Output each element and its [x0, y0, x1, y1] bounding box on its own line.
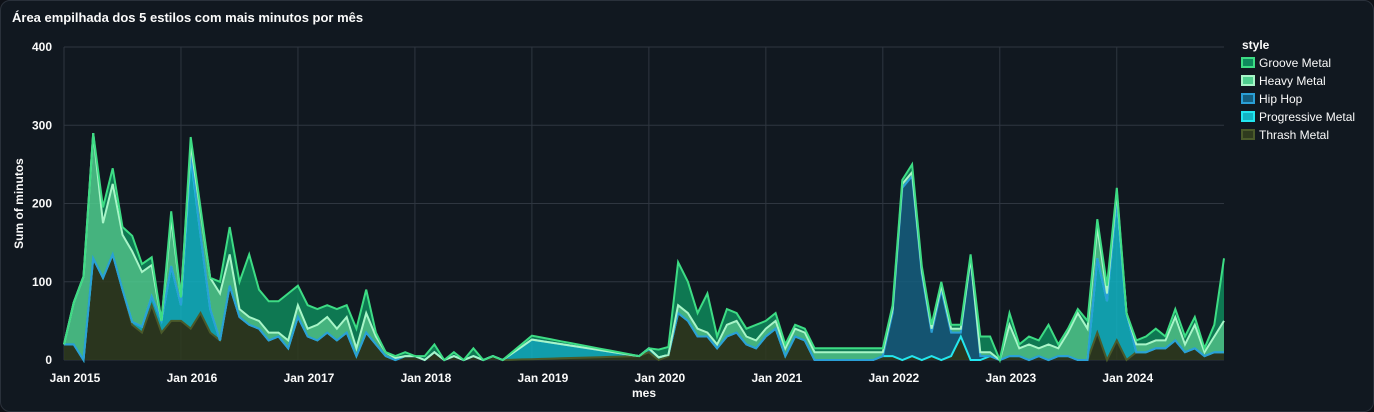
legend-item-label: Thrash Metal [1259, 128, 1329, 142]
legend-title: style [1242, 38, 1270, 52]
area-progressive-metal [64, 156, 1224, 360]
y-tick-label: 200 [32, 197, 52, 211]
x-axis-ticks: Jan 2015 Jan 2016 Jan 2017 Jan 2018 Jan 2019… [50, 371, 1154, 385]
x-tick-label: Jan 2017 [284, 371, 335, 385]
x-tick-label: Jan 2023 [985, 371, 1036, 385]
y-tick-label: 300 [32, 118, 52, 132]
area-thrash-metal [64, 254, 1224, 360]
chart-title: Área empilhada dos 5 estilos com mais mi… [12, 10, 364, 25]
line-groove-metal [63, 132, 1225, 364]
y-tick-label: 100 [32, 275, 52, 289]
y-axis-ticks: 0 100 200 300 400 [32, 40, 52, 367]
area-series [63, 132, 1225, 364]
x-axis-title: mes [632, 386, 656, 400]
x-tick-label: Jan 2019 [518, 371, 569, 385]
legend-swatch [1241, 93, 1255, 104]
legend-item-label: Groove Metal [1259, 56, 1331, 70]
legend: style Groove Metal Heavy Metal Hip Hop Progr… [1241, 38, 1355, 142]
x-tick-label: Jan 2020 [635, 371, 686, 385]
legend-item-label: Hip Hop [1259, 92, 1303, 106]
x-tick-label: Jan 2024 [1102, 371, 1153, 385]
y-tick-label: 400 [32, 40, 52, 54]
x-tick-label: Jan 2022 [868, 371, 919, 385]
legend-item-label: Progressive Metal [1259, 110, 1355, 124]
y-tick-label: 0 [45, 353, 52, 367]
legend-swatch [1241, 111, 1255, 122]
x-tick-label: Jan 2015 [50, 371, 101, 385]
legend-swatch [1241, 129, 1255, 140]
legend-swatch [1241, 57, 1255, 68]
x-tick-label: Jan 2018 [401, 371, 452, 385]
x-tick-label: Jan 2021 [751, 371, 802, 385]
legend-swatch [1241, 75, 1255, 86]
x-tick-label: Jan 2016 [167, 371, 218, 385]
legend-item-label: Heavy Metal [1259, 74, 1326, 88]
y-axis-title: Sum of minutos [12, 158, 26, 249]
